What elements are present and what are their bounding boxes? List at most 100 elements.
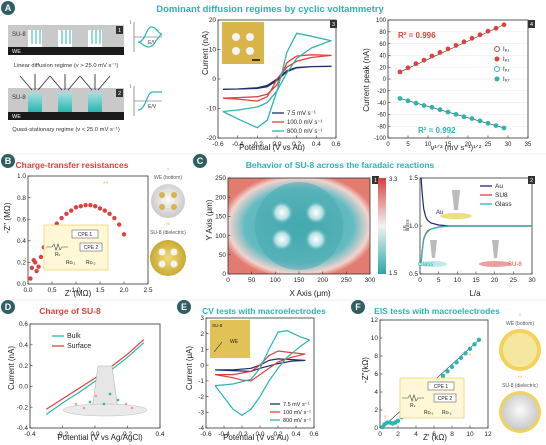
x-tick-label: -0.6: [200, 431, 212, 438]
y-tick-label: -10: [207, 106, 217, 113]
a3-legend: 7.5 mV s⁻¹ 100.0 mV s⁻¹ 800.0 mV s⁻¹: [272, 111, 323, 135]
x-tick-label: 15: [445, 142, 452, 148]
e-legend-3: 800 mV s⁻¹: [283, 418, 311, 424]
b-ylabel: -Z'' (MΩ): [3, 202, 12, 233]
b-disk2-star: **: [166, 223, 171, 229]
num-a2: 2: [118, 91, 121, 97]
data-point: [28, 276, 33, 281]
c2-legend-su8: SU8: [495, 192, 508, 199]
data-point: [413, 61, 419, 67]
data-point: [68, 208, 74, 213]
y-tick-label: 10: [371, 335, 379, 342]
data-point: [97, 206, 103, 211]
x-tick-label: 8: [450, 431, 454, 438]
chart-c1-heatmap: 0 50 100 150 200 250 300 0 50 100 150 200 250: [215, 175, 376, 284]
f-circuit-inset: CPE 1 CPE 2 Rₛ Rᴄₜ₁ Rᴄₜ₂: [399, 377, 465, 419]
series-line: [420, 225, 532, 263]
b-cpe1: CPE 1: [78, 232, 93, 238]
x-tick-label: 0: [418, 277, 422, 284]
series-line: [45, 339, 145, 410]
y-tick-label: 100: [215, 233, 226, 240]
cv-icon-quasi: i E/V: [130, 84, 162, 116]
chart-a4-current-peak: 0 5 10 15 20 25 30 35 -100 -80 -60 -40 -20 0 20 40 60 80 1…: [374, 18, 532, 148]
x-tick-label: 0.0: [90, 431, 99, 438]
d-xlabel: Potential (V vs Ag/AgCl): [57, 433, 143, 442]
panel-letter-a: A: [5, 3, 12, 13]
y-tick-label: 0: [200, 362, 204, 369]
d-ylabel: Current (nA): [7, 346, 16, 390]
x-tick-label: 100: [270, 277, 281, 284]
data-point: [463, 351, 468, 356]
e-legend-1: 7.5 mV s⁻¹: [283, 402, 310, 408]
f-disk2-star: **: [518, 376, 523, 382]
panel-letter-b: B: [5, 156, 12, 166]
data-point: [33, 260, 38, 265]
y-tick-label: 0.8: [17, 195, 26, 202]
b-disk1-star: *: [167, 168, 170, 174]
x-tick-label: 2.0: [119, 287, 128, 294]
a3-legend-3: 800.0 mV s⁻¹: [287, 129, 323, 135]
a3-inset-image: [222, 22, 264, 64]
chart-c2-approach-curves: 0 5 10 15 20 25 30 0.5 1.0 1.5: [409, 175, 536, 284]
e-xlabel: Potential (V vs Au): [223, 433, 289, 442]
data-point: [73, 205, 79, 210]
y-tick-label: 20: [379, 65, 386, 71]
we-label-a1: WE: [12, 49, 21, 55]
b-electrode-disks: * WE (bottom) ** SU-8 (dielectric): [150, 168, 186, 276]
e-legend: 7.5 mV s⁻¹ 100 mV s⁻¹ 800 mV s⁻¹: [270, 402, 311, 424]
x-tick-label: -0.6: [212, 141, 224, 148]
data-point: [421, 103, 427, 108]
c1-ylabel: Y Axis (μm): [205, 199, 214, 240]
data-point: [88, 202, 93, 208]
b-rct1: Rᴄₜ₁: [66, 260, 76, 266]
y-tick-label: 12: [371, 317, 379, 324]
y-tick-label: 10: [209, 47, 217, 54]
a3-xlabel: Potential (V vs Au): [239, 143, 305, 152]
panel-letter-c: C: [197, 156, 204, 166]
c1-colorbar-max: 3.3: [389, 177, 398, 183]
su8-label-a1: SU-8: [12, 32, 26, 38]
c2-legend-glass: Glass: [495, 201, 512, 208]
y-tick-label: -60: [377, 113, 386, 119]
y-tick-label: 100: [376, 18, 387, 24]
x-tick-label: 35: [525, 142, 532, 148]
a4-xlabel: ν¹ᐟ² (mV s⁻¹)¹ᐟ²: [431, 143, 482, 152]
panel-letter-d: D: [5, 302, 12, 312]
y-tick-label: -4: [198, 425, 204, 432]
x-tick-label: 0.4: [291, 431, 300, 438]
b-cpe2: CPE 2: [84, 245, 99, 251]
data-point: [29, 265, 35, 270]
num-a4: 4: [530, 22, 533, 28]
data-point: [458, 355, 464, 360]
x-tick-label: 25: [510, 277, 518, 284]
chart-d-charge: -0.4 -0.2 0.0 0.2 0.4 -0.4 -0.2 0.0 0.2 0.4 0.6: [17, 321, 165, 438]
x-tick-label: 12: [484, 431, 492, 438]
e-legend-2: 100 mV s⁻¹: [283, 410, 311, 416]
chart-b-nyquist: 0.0 0.5 1.0 1.5 2.0 2.5 0.0 0.2 0.4 0.6 0.8 1.0: [17, 173, 153, 294]
data-point: [440, 373, 446, 378]
panel-d: D Charge of SU-8 -0.4 -0.2 0.0 0.2 0.4-0.4-0…: [1, 300, 165, 442]
a4-legend-3: Iₚ₂: [503, 67, 510, 73]
series-line: [222, 54, 332, 102]
d-cell-illustration: [62, 365, 148, 417]
x-tick-label: 30: [505, 142, 512, 148]
cv-icon-linear: i E/V: [130, 20, 163, 52]
header-a: Dominant diffusion regimes by cyclic vol…: [156, 4, 384, 15]
y-tick-label: 0.0: [17, 281, 26, 288]
y-tick-label: 0.6: [19, 321, 28, 328]
su8-label-a2: SU-8: [12, 95, 26, 101]
data-point: [429, 53, 435, 59]
b-rs: Rₛ: [55, 252, 61, 258]
quasi-regime-label: Quasi-stationary regime (v < 25.0 mV s⁻¹…: [12, 127, 120, 133]
schematic-linear-diffusion: SU-8 WE 1 Linear diffusion regime (v > 2…: [8, 25, 124, 69]
data-point: [395, 418, 401, 423]
c2-ylabel: i/iₛₛ: [402, 219, 411, 231]
heatmap-hotspot: [270, 201, 293, 224]
data-point: [413, 100, 419, 106]
c2-xlabel: L/a: [469, 289, 481, 298]
x-tick-label: 50: [248, 277, 256, 284]
a3-ylabel: Current (nA): [201, 31, 210, 75]
x-tick-label: 15: [472, 277, 480, 284]
data-point: [421, 57, 427, 63]
data-point: [107, 211, 112, 216]
